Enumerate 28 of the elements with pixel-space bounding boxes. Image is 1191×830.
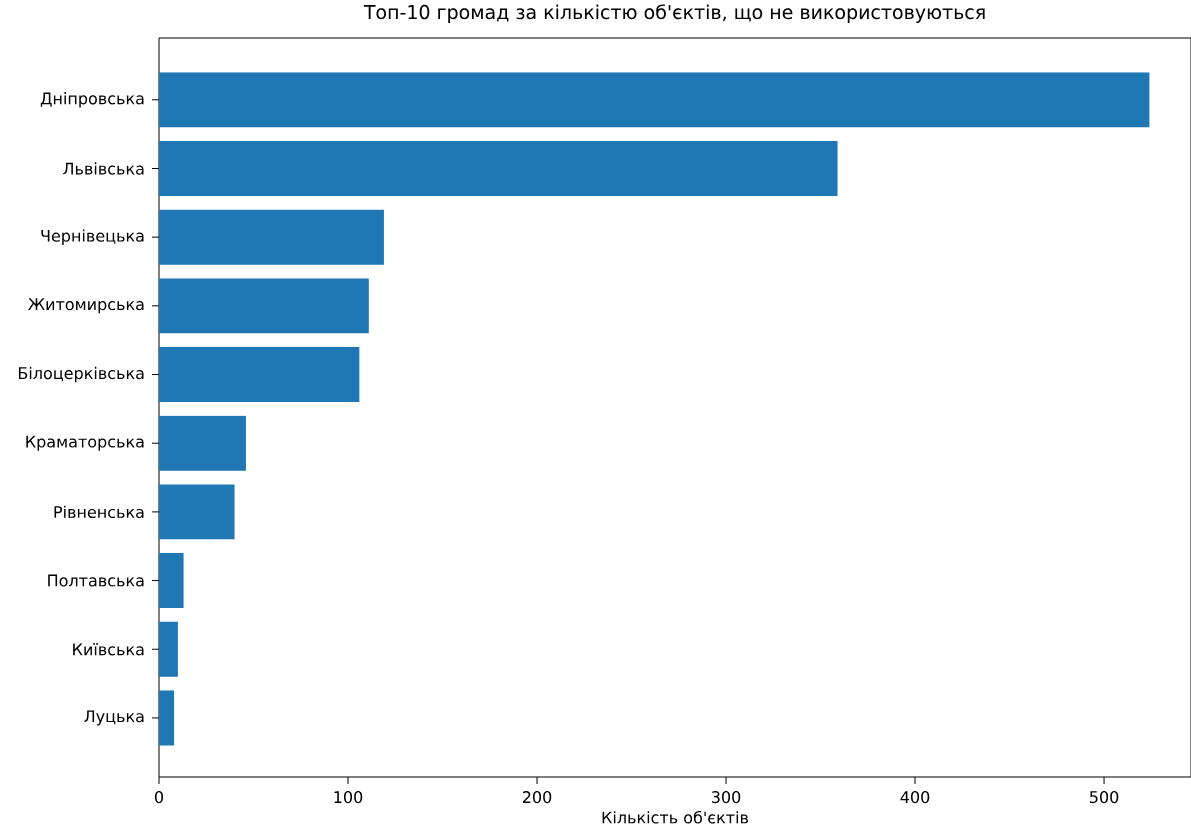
bar xyxy=(159,141,838,196)
y-tick-label: Рівненська xyxy=(54,505,144,519)
bar xyxy=(159,347,360,402)
chart-title: Топ-10 громад за кількістю об'єктів, що не використовуються xyxy=(363,4,985,23)
y-tick-label: Полтавська xyxy=(48,574,144,587)
bar xyxy=(159,72,1150,128)
x-tick-label: 100 xyxy=(334,791,363,804)
bar xyxy=(159,209,384,265)
x-tick-label: 200 xyxy=(522,791,552,804)
x-tick-label: 300 xyxy=(711,791,741,804)
bar xyxy=(159,621,178,677)
y-tick-label: Чернівецька xyxy=(41,229,144,245)
y-tick-label: Дніпровська xyxy=(40,92,144,108)
y-tick-label: Львівська xyxy=(63,162,144,175)
x-tick-label: 400 xyxy=(900,791,930,804)
y-tick-label: Краматорська xyxy=(26,435,144,451)
bar xyxy=(159,484,235,540)
y-tick-label: Білоцерківська xyxy=(18,366,144,383)
bar xyxy=(159,690,175,746)
y-tick-label: Луцька xyxy=(84,710,144,726)
bar xyxy=(159,278,369,334)
y-tick-label: Київська xyxy=(73,643,144,656)
x-tick-label: 500 xyxy=(1090,791,1119,804)
y-tick-label: Житомирська xyxy=(28,298,144,314)
x-axis-title: Кількість об'єктів xyxy=(602,810,748,824)
bar xyxy=(159,553,184,609)
x-tick-label: 0 xyxy=(154,791,164,804)
bar xyxy=(159,415,246,471)
